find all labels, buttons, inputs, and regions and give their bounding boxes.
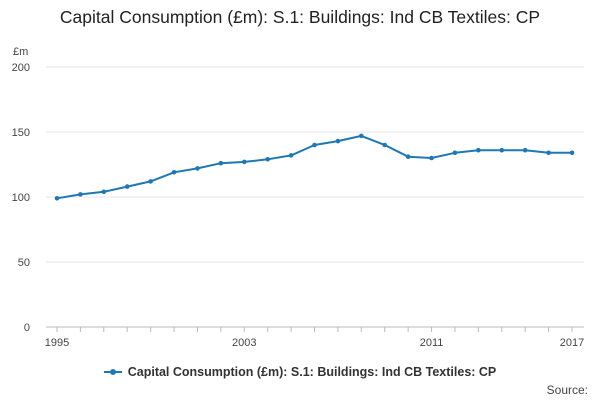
data-point	[312, 142, 317, 148]
y-tick-label: 150	[12, 127, 30, 139]
data-point	[218, 160, 224, 166]
data-point	[452, 150, 458, 156]
y-tick-label: 50	[18, 257, 30, 269]
x-tick-label: 2011	[420, 337, 444, 349]
data-point	[522, 147, 528, 153]
y-axis-unit-label: £m	[13, 46, 29, 58]
data-point	[265, 157, 270, 162]
data-point	[288, 153, 294, 158]
data-point	[78, 192, 83, 197]
data-point	[241, 159, 247, 165]
y-tick-label: 0	[24, 322, 30, 334]
data-point	[546, 150, 551, 156]
x-tick-label: 1995	[45, 337, 69, 349]
source-label: Source:	[546, 383, 588, 397]
data-point	[499, 147, 505, 153]
data-point	[54, 196, 60, 201]
data-point	[171, 170, 177, 175]
data-point	[101, 189, 107, 195]
data-point	[476, 147, 481, 153]
data-point	[382, 142, 388, 148]
legend-series-label: Capital Consumption (£m): S.1: Buildings…	[127, 365, 497, 379]
legend[interactable]: Capital Consumption (£m): S.1: Buildings…	[0, 365, 600, 379]
x-tick-label: 2017	[560, 337, 584, 349]
x-tick-label: 2003	[232, 337, 256, 349]
data-point	[569, 150, 575, 156]
y-tick-label: 200	[12, 62, 30, 74]
legend-series-marker-icon	[103, 367, 122, 377]
chart-title: Capital Consumption (£m): S.1: Buildings…	[59, 7, 541, 27]
data-point	[195, 166, 200, 171]
y-tick-label: 100	[12, 192, 30, 204]
data-point	[429, 155, 434, 161]
data-point	[335, 138, 341, 144]
data-point	[405, 154, 411, 159]
data-point	[359, 133, 364, 139]
data-point	[148, 179, 153, 184]
data-point	[124, 184, 130, 189]
